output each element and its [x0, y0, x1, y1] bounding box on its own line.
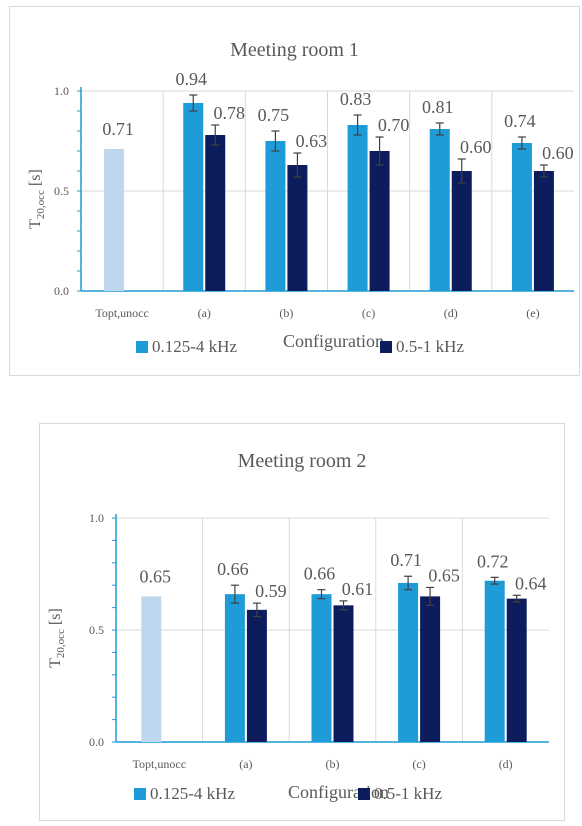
- legend-swatch: [358, 788, 370, 800]
- x-tick-label: (b): [326, 757, 340, 771]
- chart-svg-meeting-room-1: 0.0 0.5 1.0 Topt,unocc (a) (b) (c) (d) (e) 0.71 0.…: [27, 69, 574, 351]
- legend-label: 0.5-1 kHz: [396, 337, 464, 356]
- data-label: 0.60: [460, 137, 492, 157]
- x-tick-label: (d): [444, 306, 458, 320]
- data-label: 0.64: [515, 573, 547, 593]
- data-label: 0.94: [176, 69, 208, 89]
- x-tick-label: (c): [362, 306, 375, 320]
- bar-series-2: [333, 605, 354, 742]
- x-tick-label: Topt,unocc: [95, 306, 148, 320]
- x-tick-label: (e): [526, 306, 539, 320]
- bar-series-2: [369, 151, 390, 291]
- legend-label: 0.125-4 kHz: [150, 784, 235, 803]
- data-label: 0.83: [340, 89, 372, 109]
- legend-item-series-1: 0.125-4 kHz: [136, 337, 237, 357]
- reference-bar: [104, 149, 125, 291]
- x-tick-label: (d): [499, 757, 513, 771]
- x-tick-label: (c): [412, 757, 425, 771]
- bar-series-1: [183, 103, 204, 291]
- bar-series-1: [429, 129, 450, 291]
- y-axis-title: T20,occ [s]: [47, 608, 67, 668]
- legend-item-series-2: 0.5-1 kHz: [358, 784, 442, 804]
- data-label: 0.74: [504, 111, 536, 131]
- bar-series-1: [398, 582, 419, 742]
- bar-series-1: [224, 594, 245, 742]
- bar-series-2: [420, 596, 441, 742]
- bar-series-2: [533, 171, 554, 291]
- data-label: 0.65: [140, 566, 172, 586]
- legend-swatch: [134, 788, 146, 800]
- bar-series-1: [347, 125, 368, 291]
- chart-panel-meeting-room-2: Meeting room 2 0.0 0.5 1.0 Topt,unocc (a) (b)…: [39, 423, 565, 821]
- bar-series-1: [311, 594, 332, 742]
- y-tick-label: 0.0: [89, 735, 104, 749]
- data-label: 0.65: [428, 565, 460, 585]
- y-tick-label: 0.5: [89, 623, 104, 637]
- data-label: 0.71: [102, 119, 134, 139]
- y-tick-label: 0.0: [54, 284, 69, 298]
- y-tick-label: 0.5: [54, 184, 69, 198]
- x-tick-label: (a): [198, 306, 211, 320]
- chart-title: Meeting room 1: [230, 39, 359, 61]
- chart-svg-meeting-room-2: 0.0 0.5 1.0 Topt,unocc (a) (b) (c) (d) 0.65 0.66 0…: [47, 511, 549, 802]
- legend-swatch: [136, 341, 148, 353]
- bar-series-2: [205, 135, 226, 291]
- chart-panel-meeting-room-1: Meeting room 1 0.0 0.5 1.0 Topt,unocc (a) (b)…: [9, 6, 580, 376]
- y-tick-label: 1.0: [54, 84, 69, 98]
- legend-item-series-1: 0.125-4 kHz: [134, 784, 235, 804]
- legend-swatch: [380, 341, 392, 353]
- data-label: 0.70: [378, 115, 410, 135]
- legend-label: 0.125-4 kHz: [152, 337, 237, 356]
- data-label: 0.61: [342, 579, 374, 599]
- x-tick-label: (b): [279, 306, 293, 320]
- bar-series-2: [246, 609, 267, 742]
- bar-series-1: [265, 141, 286, 291]
- legend-item-series-2: 0.5-1 kHz: [380, 337, 464, 357]
- x-tick-label: (a): [239, 757, 252, 771]
- data-label: 0.63: [296, 131, 328, 151]
- chart-title: Meeting room 2: [237, 450, 367, 472]
- data-label: 0.60: [542, 143, 574, 163]
- bar-series-1: [484, 580, 505, 742]
- data-label: 0.66: [304, 564, 336, 584]
- data-label: 0.66: [217, 559, 249, 579]
- data-label: 0.71: [390, 550, 422, 570]
- data-label: 0.78: [214, 103, 246, 123]
- bar-series-1: [511, 143, 532, 291]
- bar-series-2: [506, 598, 527, 742]
- reference-bar: [141, 596, 162, 742]
- x-tick-label: Topt,unocc: [133, 757, 186, 771]
- bar-series-2: [451, 171, 472, 291]
- legend-label: 0.5-1 kHz: [374, 784, 442, 803]
- data-label: 0.72: [477, 551, 509, 571]
- bar-series-2: [287, 165, 308, 291]
- data-label: 0.75: [258, 105, 290, 125]
- data-label: 0.59: [255, 581, 287, 601]
- data-label: 0.81: [422, 97, 454, 117]
- y-tick-label: 1.0: [89, 511, 104, 525]
- y-axis-title: T20,occ [s]: [27, 169, 47, 229]
- x-axis-title: Configuration: [283, 331, 384, 351]
